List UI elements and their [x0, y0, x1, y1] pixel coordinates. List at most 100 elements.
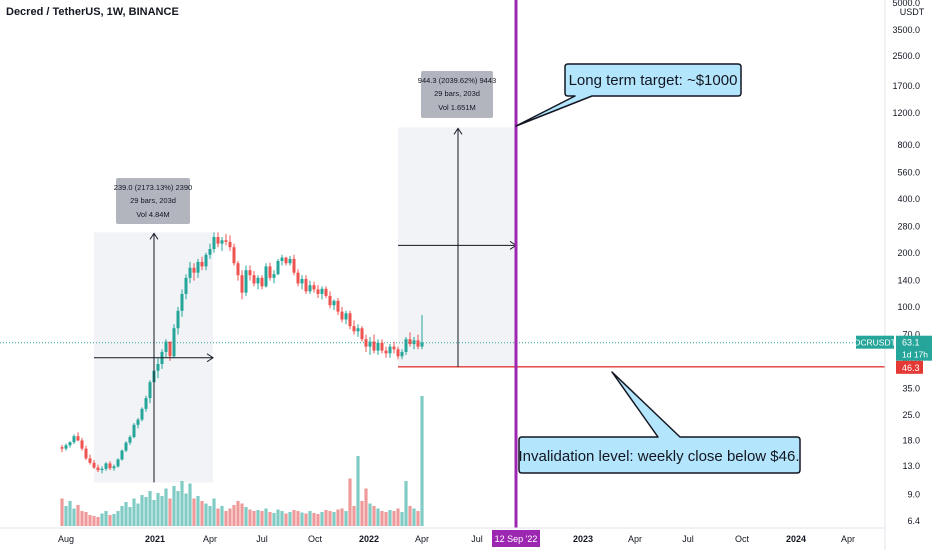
- candle-body: [340, 311, 344, 320]
- volume-bar: [164, 488, 168, 526]
- volume-bar: [392, 511, 396, 526]
- volume-bar: [68, 501, 72, 526]
- measure-2-change: 944.3 (2039.62%) 9443: [418, 76, 496, 85]
- candle-body: [392, 346, 396, 350]
- volume-bar: [84, 512, 88, 526]
- volume-bar: [316, 514, 320, 526]
- candle-body: [236, 263, 240, 276]
- candle-body: [116, 459, 120, 467]
- candle-body: [100, 468, 104, 471]
- candle-body: [76, 436, 80, 441]
- candle-body: [400, 351, 404, 357]
- price-tick-label: 35.0: [902, 384, 920, 394]
- volume-bar: [340, 508, 344, 526]
- price-tick-label: 1200.0: [892, 108, 920, 118]
- volume-bar: [208, 506, 212, 526]
- volume-bar: [104, 511, 108, 526]
- price-tick-label: 18.0: [902, 435, 920, 445]
- volume-bar: [364, 488, 368, 526]
- candle-body: [292, 258, 296, 273]
- volume-bar: [332, 512, 336, 526]
- time-tick-label: Apr: [628, 534, 642, 544]
- candle-body: [96, 467, 100, 471]
- candle-body: [380, 342, 384, 351]
- time-tick-label: Aug: [58, 534, 74, 544]
- volume-bar: [388, 510, 392, 526]
- volume-bar: [272, 513, 276, 526]
- volume-bar: [248, 509, 252, 526]
- candle-body: [108, 463, 112, 469]
- measure-2-volume: Vol 1.651M: [438, 103, 476, 112]
- candle-body: [356, 328, 360, 332]
- candle-body: [112, 466, 116, 469]
- volume-bar: [76, 505, 80, 526]
- candle-body: [200, 261, 204, 267]
- volume-bar: [204, 503, 208, 526]
- volume-bar: [344, 511, 348, 526]
- volume-bar: [216, 508, 220, 526]
- time-tick-label: Jul: [471, 534, 483, 544]
- volume-bar: [152, 500, 156, 526]
- volume-bar: [212, 498, 216, 526]
- measure-2-range: [398, 127, 516, 367]
- volume-bar: [184, 493, 188, 526]
- candle-body: [300, 278, 304, 284]
- candle-body: [296, 272, 300, 284]
- volume-bar: [188, 483, 192, 526]
- volume-bar: [124, 502, 128, 526]
- volume-bar: [368, 503, 372, 526]
- volume-bar: [60, 498, 64, 526]
- volume-bar: [240, 503, 244, 526]
- volume-bar: [140, 495, 144, 526]
- candle-body: [188, 267, 192, 278]
- volume-bar: [64, 506, 68, 526]
- volume-bar: [120, 506, 124, 526]
- candle-body: [324, 288, 328, 296]
- level-tag-bg: [896, 360, 923, 374]
- candle-body: [316, 289, 320, 294]
- volume-bar: [380, 511, 384, 526]
- price-tick-label: 9.0: [907, 489, 920, 499]
- candle-body: [244, 270, 248, 293]
- candle-body: [208, 249, 212, 255]
- measure-1-info-box: [116, 178, 190, 224]
- candle-body: [80, 440, 84, 449]
- measure-1-h-arrowhead: [206, 353, 214, 363]
- candle-body: [368, 341, 372, 347]
- volume-bar: [100, 513, 104, 526]
- candle-body: [164, 341, 168, 352]
- volume-bar: [180, 481, 184, 526]
- volume-bar: [404, 481, 408, 526]
- measure-1-arrowhead: [149, 232, 159, 240]
- volume-bar: [192, 498, 196, 526]
- time-tick-label: 2023: [573, 534, 593, 544]
- volume-bar: [280, 511, 284, 526]
- time-tick-label: Oct: [308, 534, 323, 544]
- candle-body: [60, 447, 64, 449]
- candle-body: [240, 275, 244, 293]
- candle-body: [352, 326, 356, 332]
- candle-body: [308, 285, 312, 292]
- volume-bar: [144, 497, 148, 526]
- candle-body: [148, 382, 152, 399]
- candle-body: [180, 293, 184, 311]
- candle-body: [252, 275, 256, 284]
- volume-bar: [416, 511, 420, 526]
- price-tick-label: 280.0: [897, 222, 920, 232]
- candle-body: [204, 254, 208, 267]
- volume-bar: [196, 496, 200, 526]
- candle-body: [176, 310, 180, 329]
- volume-bar: [308, 511, 312, 526]
- measure-2-info-box: [421, 71, 493, 118]
- volume-bar: [132, 498, 136, 526]
- candle-body: [320, 288, 324, 294]
- volume-bar: [324, 510, 328, 526]
- candle-body: [144, 398, 148, 409]
- candle-body: [104, 463, 108, 469]
- volume-bar: [220, 506, 224, 526]
- volume-bar: [232, 505, 236, 526]
- candle-body: [168, 341, 172, 357]
- target-callout-text: Long term target: ~$1000: [569, 72, 738, 89]
